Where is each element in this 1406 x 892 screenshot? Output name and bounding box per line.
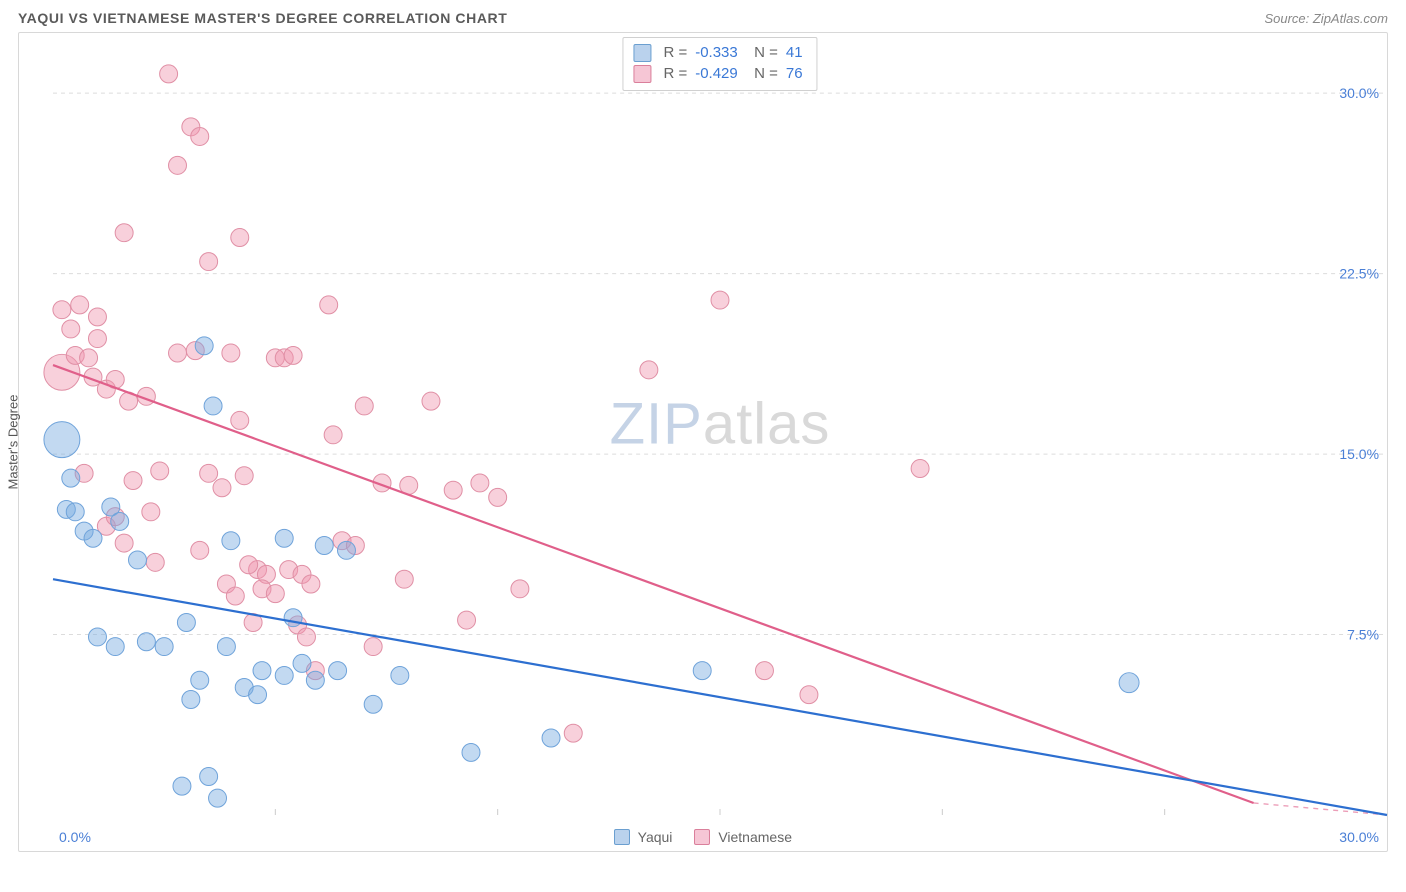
y-axis-label: Master's Degree [6, 395, 21, 490]
chart-container: Master's Degree 7.5%15.0%22.5%30.0% ZIPa… [18, 32, 1388, 852]
chart-title: YAQUI VS VIETNAMESE MASTER'S DEGREE CORR… [18, 10, 507, 26]
swatch-vietnamese-icon [694, 829, 710, 845]
swatch-yaqui-icon [614, 829, 630, 845]
bottom-legend: Yaqui Vietnamese [614, 829, 792, 845]
svg-text:22.5%: 22.5% [1339, 266, 1379, 282]
swatch-vietnamese [633, 65, 651, 83]
stats-legend: R = -0.333 N = 41 R = -0.429 N = 76 [622, 37, 817, 91]
x-axis-max-label: 30.0% [1339, 829, 1379, 845]
legend-item-vietnamese: Vietnamese [694, 829, 792, 845]
x-axis-min-label: 0.0% [59, 829, 91, 845]
source-attribution: Source: ZipAtlas.com [1264, 11, 1388, 26]
stats-row-yaqui: R = -0.333 N = 41 [633, 42, 802, 63]
stats-row-vietnamese: R = -0.429 N = 76 [633, 63, 802, 84]
chart-header: YAQUI VS VIETNAMESE MASTER'S DEGREE CORR… [18, 10, 1388, 32]
legend-item-yaqui: Yaqui [614, 829, 672, 845]
svg-text:30.0%: 30.0% [1339, 85, 1379, 101]
svg-text:15.0%: 15.0% [1339, 446, 1379, 462]
svg-text:7.5%: 7.5% [1347, 627, 1379, 643]
plot-area: 7.5%15.0%22.5%30.0% ZIPatlas R = -0.333 … [53, 33, 1387, 815]
swatch-yaqui [633, 44, 651, 62]
scatter-svg: 7.5% 15.0% 22.5% 30.0% [53, 33, 1387, 815]
